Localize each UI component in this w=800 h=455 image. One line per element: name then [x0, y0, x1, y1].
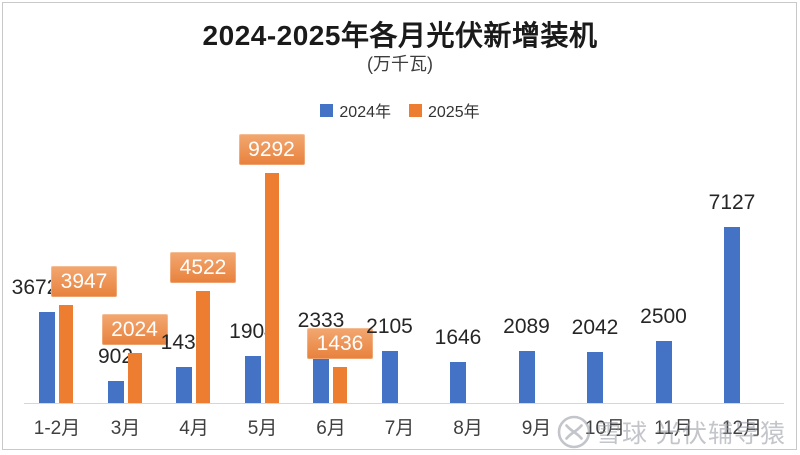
- bar-group-11月: 2500: [639, 130, 708, 403]
- bar-2024-5月: [244, 356, 261, 403]
- plot-area: 3672 3947 902 2024 1437 4522 1904 9292 2333 1436 2…: [0, 130, 800, 403]
- bar-group-4月: 1437 4522: [160, 130, 236, 403]
- bar-2024-9月: [518, 351, 535, 403]
- legend-swatch-2025: [409, 103, 422, 117]
- legend: 2024年 2025年: [0, 98, 800, 122]
- value-label-2024-3月: 902: [97, 345, 134, 368]
- legend-item-2024: 2024年: [320, 98, 391, 122]
- x-axis-label-3月: 3月: [110, 418, 141, 439]
- value-badge-2025-1-2月: 3947: [51, 266, 117, 297]
- x-axis-label-1-2月: 1-2月: [33, 418, 81, 439]
- value-label-2024-7月: 2105: [366, 315, 413, 338]
- x-axis-label-9月: 9月: [521, 418, 552, 439]
- value-label-2024-8月: 1646: [434, 326, 482, 349]
- legend-label-2024: 2024年: [339, 104, 391, 121]
- bar-2024-6月: [313, 345, 329, 403]
- bar-group-6月: 2333 1436: [297, 130, 373, 403]
- bar-2025-5月: [264, 173, 279, 403]
- bar-group-3月: 902 2024: [91, 130, 168, 403]
- bar-2025-3月: [127, 353, 142, 403]
- legend-item-2025: 2025年: [409, 98, 480, 122]
- bar-2024-1-2月: [39, 312, 55, 403]
- bar-2024-10月: [587, 352, 603, 403]
- bar-2024-4月: [176, 367, 192, 403]
- value-badge-2025-4月: 4522: [170, 252, 236, 283]
- x-axis-label-7月: 7月: [384, 418, 415, 439]
- value-badge-2025-6月: 1436: [307, 328, 373, 359]
- value-label-2024-10月: 2042: [571, 316, 619, 339]
- bar-2024-3月: [107, 381, 124, 403]
- bar-group-1-2月: 3672 3947: [12, 130, 117, 403]
- bar-2025-6月: [333, 367, 347, 403]
- chart-subtitle: (万千瓦): [367, 54, 433, 74]
- value-label-2024-11月: 2500: [640, 305, 687, 328]
- x-axis-line: [24, 403, 784, 404]
- bar-2024-12月: [724, 227, 740, 403]
- value-label-2024-9月: 2089: [503, 315, 550, 338]
- bar-group-5月: 1904 9292: [228, 130, 305, 403]
- value-label-2024-12月: 7127: [708, 191, 756, 214]
- x-axis-label-11月: 11月: [654, 418, 693, 439]
- x-axis-label-12月: 12月: [721, 418, 763, 439]
- value-label-2024-6月: 2333: [297, 309, 345, 332]
- bar-2024-11月: [655, 341, 672, 403]
- bar-2025-1-2月: [59, 305, 73, 403]
- bar-group-10月: 2042: [571, 130, 640, 403]
- bar-2025-4月: [196, 291, 210, 403]
- chart-title: 2024-2025年各月光伏新增装机: [202, 20, 598, 51]
- legend-swatch-2024: [320, 103, 334, 117]
- bar-2024-7月: [381, 351, 398, 403]
- bar-group-12月: 7127: [708, 130, 777, 403]
- x-axis-label-10月: 10月: [584, 418, 626, 439]
- value-label-2024-1-2月: 3672: [11, 276, 59, 299]
- bar-group-7月: 2105: [365, 130, 434, 403]
- x-axis-label-4月: 4月: [179, 418, 209, 439]
- bar-group-9月: 2089: [502, 130, 571, 403]
- bar-2024-8月: [450, 362, 466, 403]
- bar-group-8月: 1646: [434, 130, 503, 403]
- value-label-2024-4月: 1437: [160, 331, 208, 354]
- value-label-2024-5月: 1904: [229, 320, 276, 343]
- x-axis-label-8月: 8月: [453, 418, 483, 439]
- x-axis-label-5月: 5月: [247, 418, 278, 439]
- value-badge-2025-3月: 2024: [101, 314, 168, 345]
- x-axis-label-6月: 6月: [316, 418, 346, 439]
- value-badge-2025-5月: 9292: [238, 134, 305, 165]
- legend-label-2025: 2025年: [428, 104, 480, 121]
